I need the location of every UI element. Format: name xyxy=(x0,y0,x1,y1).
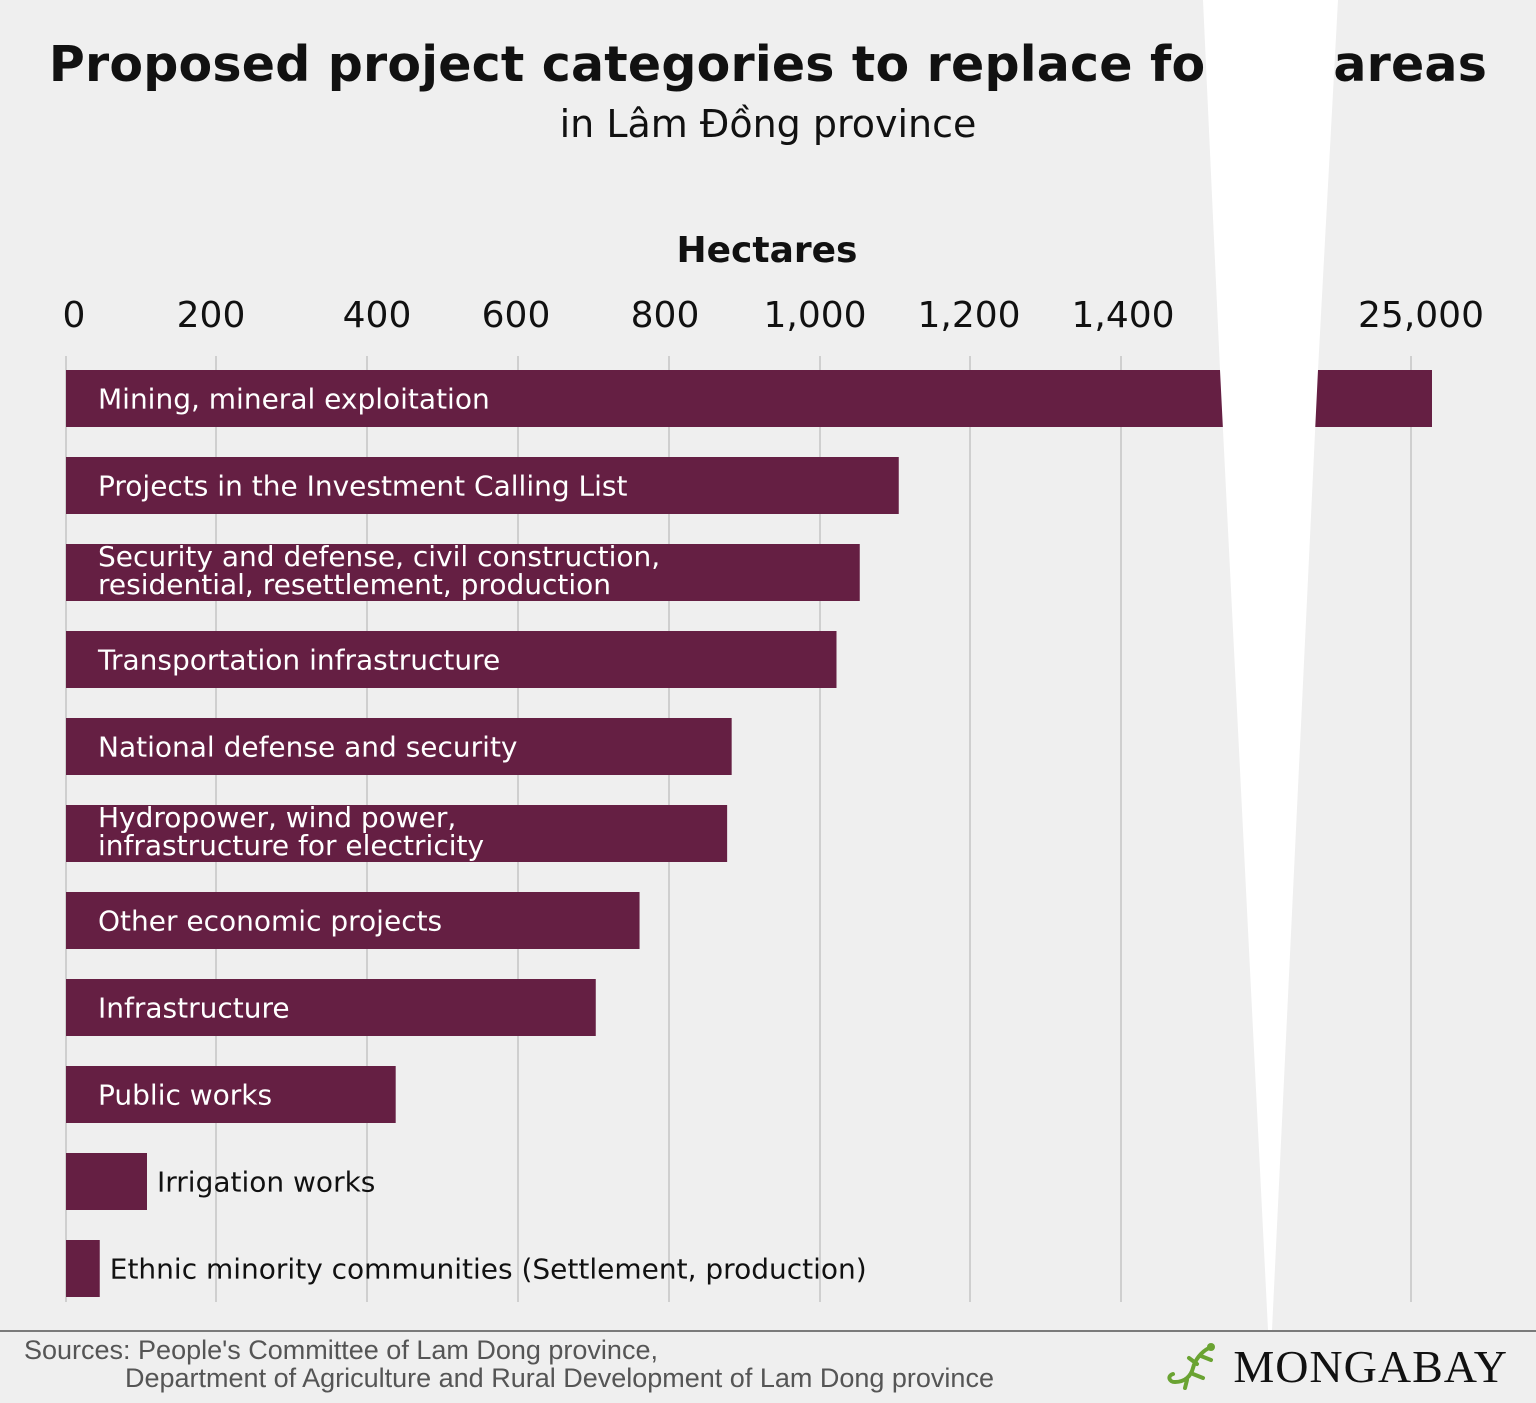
bar xyxy=(66,805,728,862)
chart-subtitle: in Lâm Đồng province xyxy=(559,102,977,146)
bar xyxy=(66,544,860,601)
bar-label: Ethnic minority communities (Settlement,… xyxy=(110,1253,867,1286)
axis-break-gap xyxy=(1203,0,1338,1330)
brand-name: MONGABAY xyxy=(1233,1341,1508,1392)
bar-label: Infrastructure xyxy=(98,992,290,1025)
bar xyxy=(66,718,732,775)
bar xyxy=(66,1066,396,1123)
bar-label: Mining, mineral exploitation xyxy=(98,383,490,416)
bar-label: Irrigation works xyxy=(157,1166,375,1199)
bar-label: Other economic projects xyxy=(98,905,442,938)
x-axis-title: Hectares xyxy=(677,230,858,271)
x-tick-label: 800 xyxy=(631,295,700,336)
sources-note: Sources: People's Committee of Lam Dong … xyxy=(24,1336,994,1392)
x-tick-label: 400 xyxy=(343,295,412,336)
x-tick-label: 600 xyxy=(482,295,551,336)
bar xyxy=(66,1153,147,1210)
bar-label: Security and defense, civil construction… xyxy=(98,540,660,601)
footer-divider xyxy=(0,1330,1536,1332)
gecko-icon xyxy=(1167,1342,1216,1390)
bar-label: Transportation infrastructure xyxy=(97,644,500,677)
bar xyxy=(66,370,1432,427)
brand-logo[interactable]: MONGABAY xyxy=(1165,1340,1508,1393)
sources-line-2: Department of Agriculture and Rural Deve… xyxy=(125,1363,994,1393)
sources-line-1: Sources: People's Committee of Lam Dong … xyxy=(24,1335,658,1365)
bar xyxy=(66,892,640,949)
x-tick-label: 200 xyxy=(177,295,246,336)
bar-label: National defense and security xyxy=(98,731,518,764)
x-tick-label: 1,400 xyxy=(1071,295,1174,336)
bar-label: Hydropower, wind power, infrastructure fo… xyxy=(98,801,484,862)
bar-chart: Hectares 0 200 400 600 800 1,000 1,200 1,400 25,0… xyxy=(63,0,1484,1330)
x-tick-label: 1,200 xyxy=(917,295,1020,336)
bar xyxy=(66,631,837,688)
bar-label: Projects in the Investment Calling List xyxy=(98,470,627,503)
bar-label: Public works xyxy=(98,1079,272,1112)
x-tick-label: 0 xyxy=(63,295,86,336)
bar xyxy=(66,979,596,1036)
x-tick-label: 1,000 xyxy=(763,295,866,336)
bar xyxy=(66,457,899,514)
x-tick-label: 25,000 xyxy=(1358,295,1484,336)
bar xyxy=(66,1240,100,1297)
